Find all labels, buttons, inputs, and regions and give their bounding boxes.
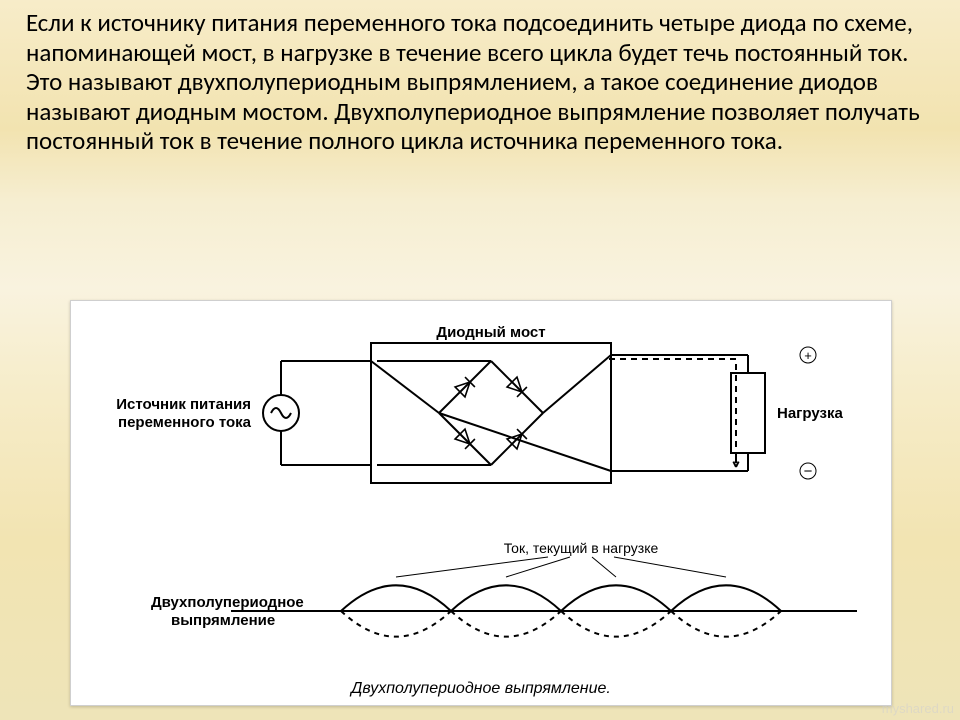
svg-text:Источник питания: Источник питания — [116, 396, 251, 413]
svg-text:Двухполупериодное: Двухполупериодное — [151, 594, 304, 611]
figure-panel: Диодный мост Источник питанияпеременного … — [70, 300, 892, 706]
body-paragraph: Если к источнику питания переменного ток… — [26, 8, 926, 156]
svg-text:−: − — [804, 463, 813, 480]
figure-svg: Диодный мост Источник питанияпеременного … — [71, 301, 891, 705]
svg-text:+: + — [804, 348, 812, 363]
svg-text:Ток, текущий в нагрузке: Ток, текущий в нагрузке — [504, 540, 659, 556]
svg-text:переменного тока: переменного тока — [118, 414, 252, 431]
watermark: myshared.ru — [882, 701, 954, 716]
svg-text:Диодный мост: Диодный мост — [436, 324, 545, 341]
svg-text:Двухполупериодное выпрямление.: Двухполупериодное выпрямление. — [349, 680, 611, 697]
svg-text:выпрямление: выпрямление — [171, 612, 275, 629]
svg-text:Нагрузка: Нагрузка — [777, 405, 843, 422]
